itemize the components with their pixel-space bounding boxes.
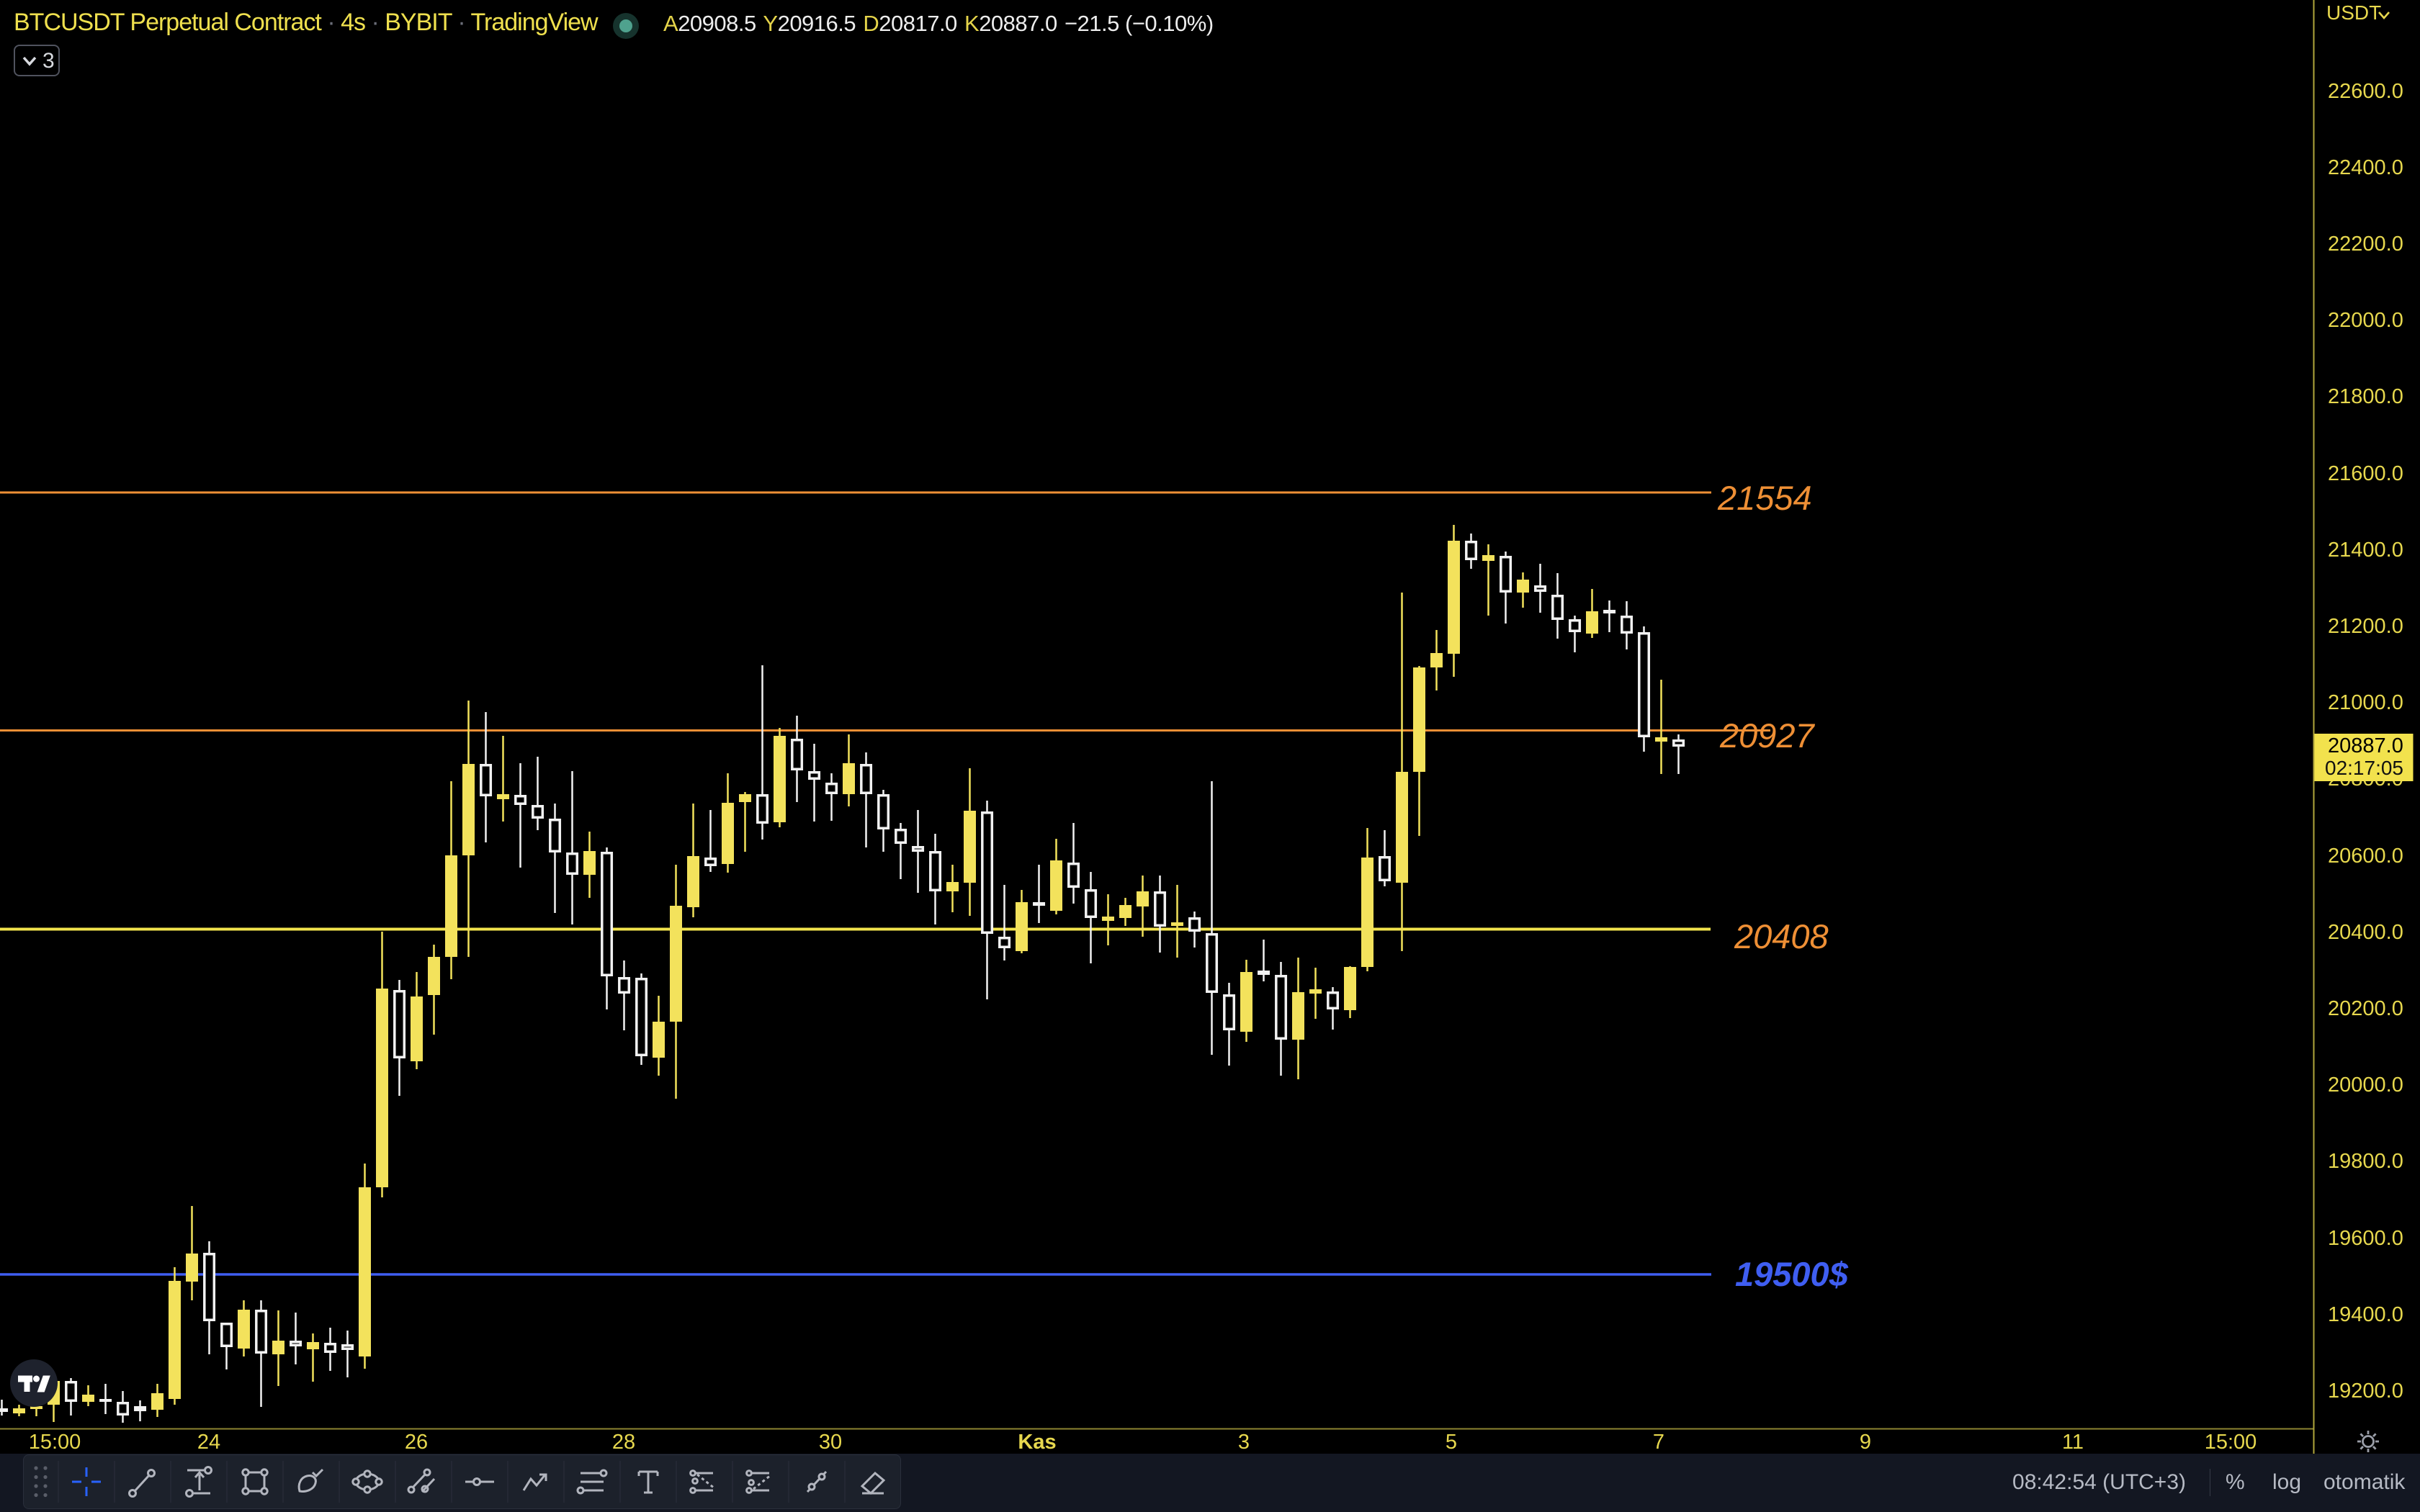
svg-text:19600.0: 19600.0 xyxy=(2328,1227,2403,1250)
svg-text:7: 7 xyxy=(1653,1431,1664,1454)
svg-text:20200.0: 20200.0 xyxy=(2328,997,2403,1020)
svg-text:21400.0: 21400.0 xyxy=(2328,539,2403,562)
svg-text:21600.0: 21600.0 xyxy=(2328,462,2403,485)
svg-text:24: 24 xyxy=(197,1431,220,1454)
svg-text:21000.0: 21000.0 xyxy=(2328,691,2403,714)
svg-text:19500$: 19500$ xyxy=(1735,1255,1849,1293)
svg-text:22000.0: 22000.0 xyxy=(2328,309,2403,332)
svg-text:20927: 20927 xyxy=(1719,716,1816,755)
svg-text:21800.0: 21800.0 xyxy=(2328,385,2403,408)
svg-text:5: 5 xyxy=(1446,1431,1457,1454)
svg-text:USDT: USDT xyxy=(2326,1,2381,24)
svg-text:30: 30 xyxy=(819,1431,842,1454)
svg-text:20887.0: 20887.0 xyxy=(2328,734,2403,757)
svg-text:22600.0: 22600.0 xyxy=(2328,80,2403,103)
svg-text:02:17:05: 02:17:05 xyxy=(2325,757,2403,779)
svg-text:28: 28 xyxy=(612,1431,635,1454)
svg-text:11: 11 xyxy=(2062,1431,2084,1454)
svg-text:19400.0: 19400.0 xyxy=(2328,1303,2403,1326)
svg-text:9: 9 xyxy=(1860,1431,1871,1454)
svg-text:15:00: 15:00 xyxy=(29,1431,81,1454)
svg-text:3: 3 xyxy=(42,49,55,73)
svg-text:19200.0: 19200.0 xyxy=(2328,1380,2403,1403)
svg-text:20400.0: 20400.0 xyxy=(2328,921,2403,944)
svg-text:19800.0: 19800.0 xyxy=(2328,1150,2403,1173)
svg-text:20600.0: 20600.0 xyxy=(2328,845,2403,868)
svg-text:20000.0: 20000.0 xyxy=(2328,1074,2403,1097)
svg-text:15:00: 15:00 xyxy=(2205,1431,2257,1454)
svg-text:22400.0: 22400.0 xyxy=(2328,156,2403,179)
svg-text:22200.0: 22200.0 xyxy=(2328,233,2403,256)
svg-text:26: 26 xyxy=(405,1431,428,1454)
svg-text:21554: 21554 xyxy=(1717,479,1812,517)
svg-text:Kas: Kas xyxy=(1018,1431,1056,1454)
svg-text:20408: 20408 xyxy=(1734,917,1829,955)
svg-text:3: 3 xyxy=(1238,1431,1250,1454)
svg-text:21200.0: 21200.0 xyxy=(2328,615,2403,638)
